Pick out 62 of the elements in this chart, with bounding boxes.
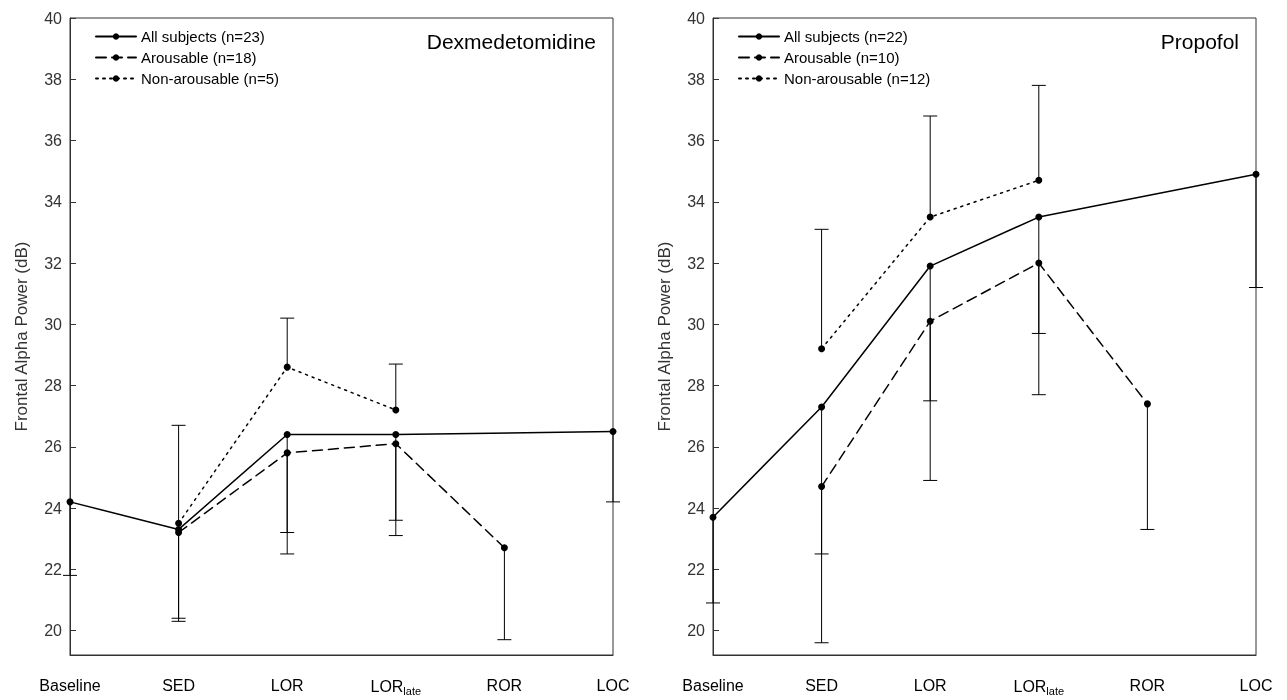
y-tick-label: 36: [44, 132, 63, 149]
point: [1143, 400, 1151, 408]
legend-label: Arousable (n=18): [141, 49, 257, 66]
x-tick-label: LOC: [596, 676, 630, 694]
x-tick-label: ROR: [1129, 676, 1166, 694]
y-tick-label: 20: [44, 622, 63, 639]
x-tick-label: LOC: [1239, 676, 1273, 694]
legend-label: Non-arousable (n=12): [784, 70, 931, 87]
point: [818, 483, 826, 491]
legend-label: Arousable (n=10): [784, 49, 900, 66]
point: [392, 440, 400, 448]
y-tick-label: 28: [44, 377, 63, 394]
point: [926, 317, 934, 325]
point: [283, 449, 291, 457]
point: [283, 363, 291, 371]
point: [1035, 176, 1043, 184]
point: [926, 262, 934, 270]
y-axis-title: Frontal Alpha Power (dB): [655, 241, 674, 432]
point: [1035, 213, 1043, 221]
y-tick-label: 22: [687, 560, 706, 578]
y-tick-label: 40: [44, 9, 63, 27]
point: [392, 406, 400, 414]
point: [175, 529, 183, 536]
y-tick-label: 32: [687, 254, 706, 272]
y-tick-label: 20: [687, 622, 706, 639]
y-tick-label: 24: [687, 499, 706, 517]
text: Dexmedetomidine: [426, 30, 597, 53]
y-tick-label: 32: [44, 254, 63, 272]
text: Propofol: [1160, 30, 1239, 53]
y-tick-label: 34: [687, 193, 706, 211]
y-tick-label: 26: [44, 438, 63, 456]
y-tick-label: 40: [687, 9, 706, 27]
y-axis-title: Frontal Alpha Power (dB): [12, 241, 31, 432]
x-tick-label: LOR: [913, 676, 947, 694]
y-tick-label: 30: [44, 315, 63, 333]
x-tick-label: SED: [805, 676, 839, 694]
point: [818, 403, 826, 411]
point: [609, 427, 617, 435]
point: [818, 345, 826, 353]
point: [175, 519, 183, 527]
point: [283, 431, 291, 438]
point: [392, 431, 400, 438]
y-tick-label: 38: [687, 70, 706, 88]
x-tick-label: Baseline: [39, 676, 101, 694]
y-tick-label: 24: [44, 499, 63, 517]
legend-label: All subjects (n=23): [141, 28, 265, 45]
y-tick-label: 30: [687, 315, 706, 333]
y-tick-label: 26: [687, 438, 706, 456]
point: [500, 544, 508, 552]
y-tick-label: 22: [44, 560, 63, 578]
y-tick-label: 38: [44, 70, 63, 88]
x-tick-label: LOR: [270, 676, 304, 694]
point: [1035, 259, 1043, 267]
y-tick-label: 34: [44, 193, 63, 211]
y-tick-label: 28: [687, 377, 706, 394]
legend-label: All subjects (n=22): [784, 28, 908, 45]
legend-label: Non-arousable (n=5): [141, 70, 279, 87]
y-tick-label: 36: [687, 132, 706, 149]
point: [926, 213, 934, 221]
x-tick-label: Baseline: [682, 676, 744, 694]
x-tick-label: SED: [162, 676, 196, 694]
x-tick-label: ROR: [486, 676, 523, 694]
